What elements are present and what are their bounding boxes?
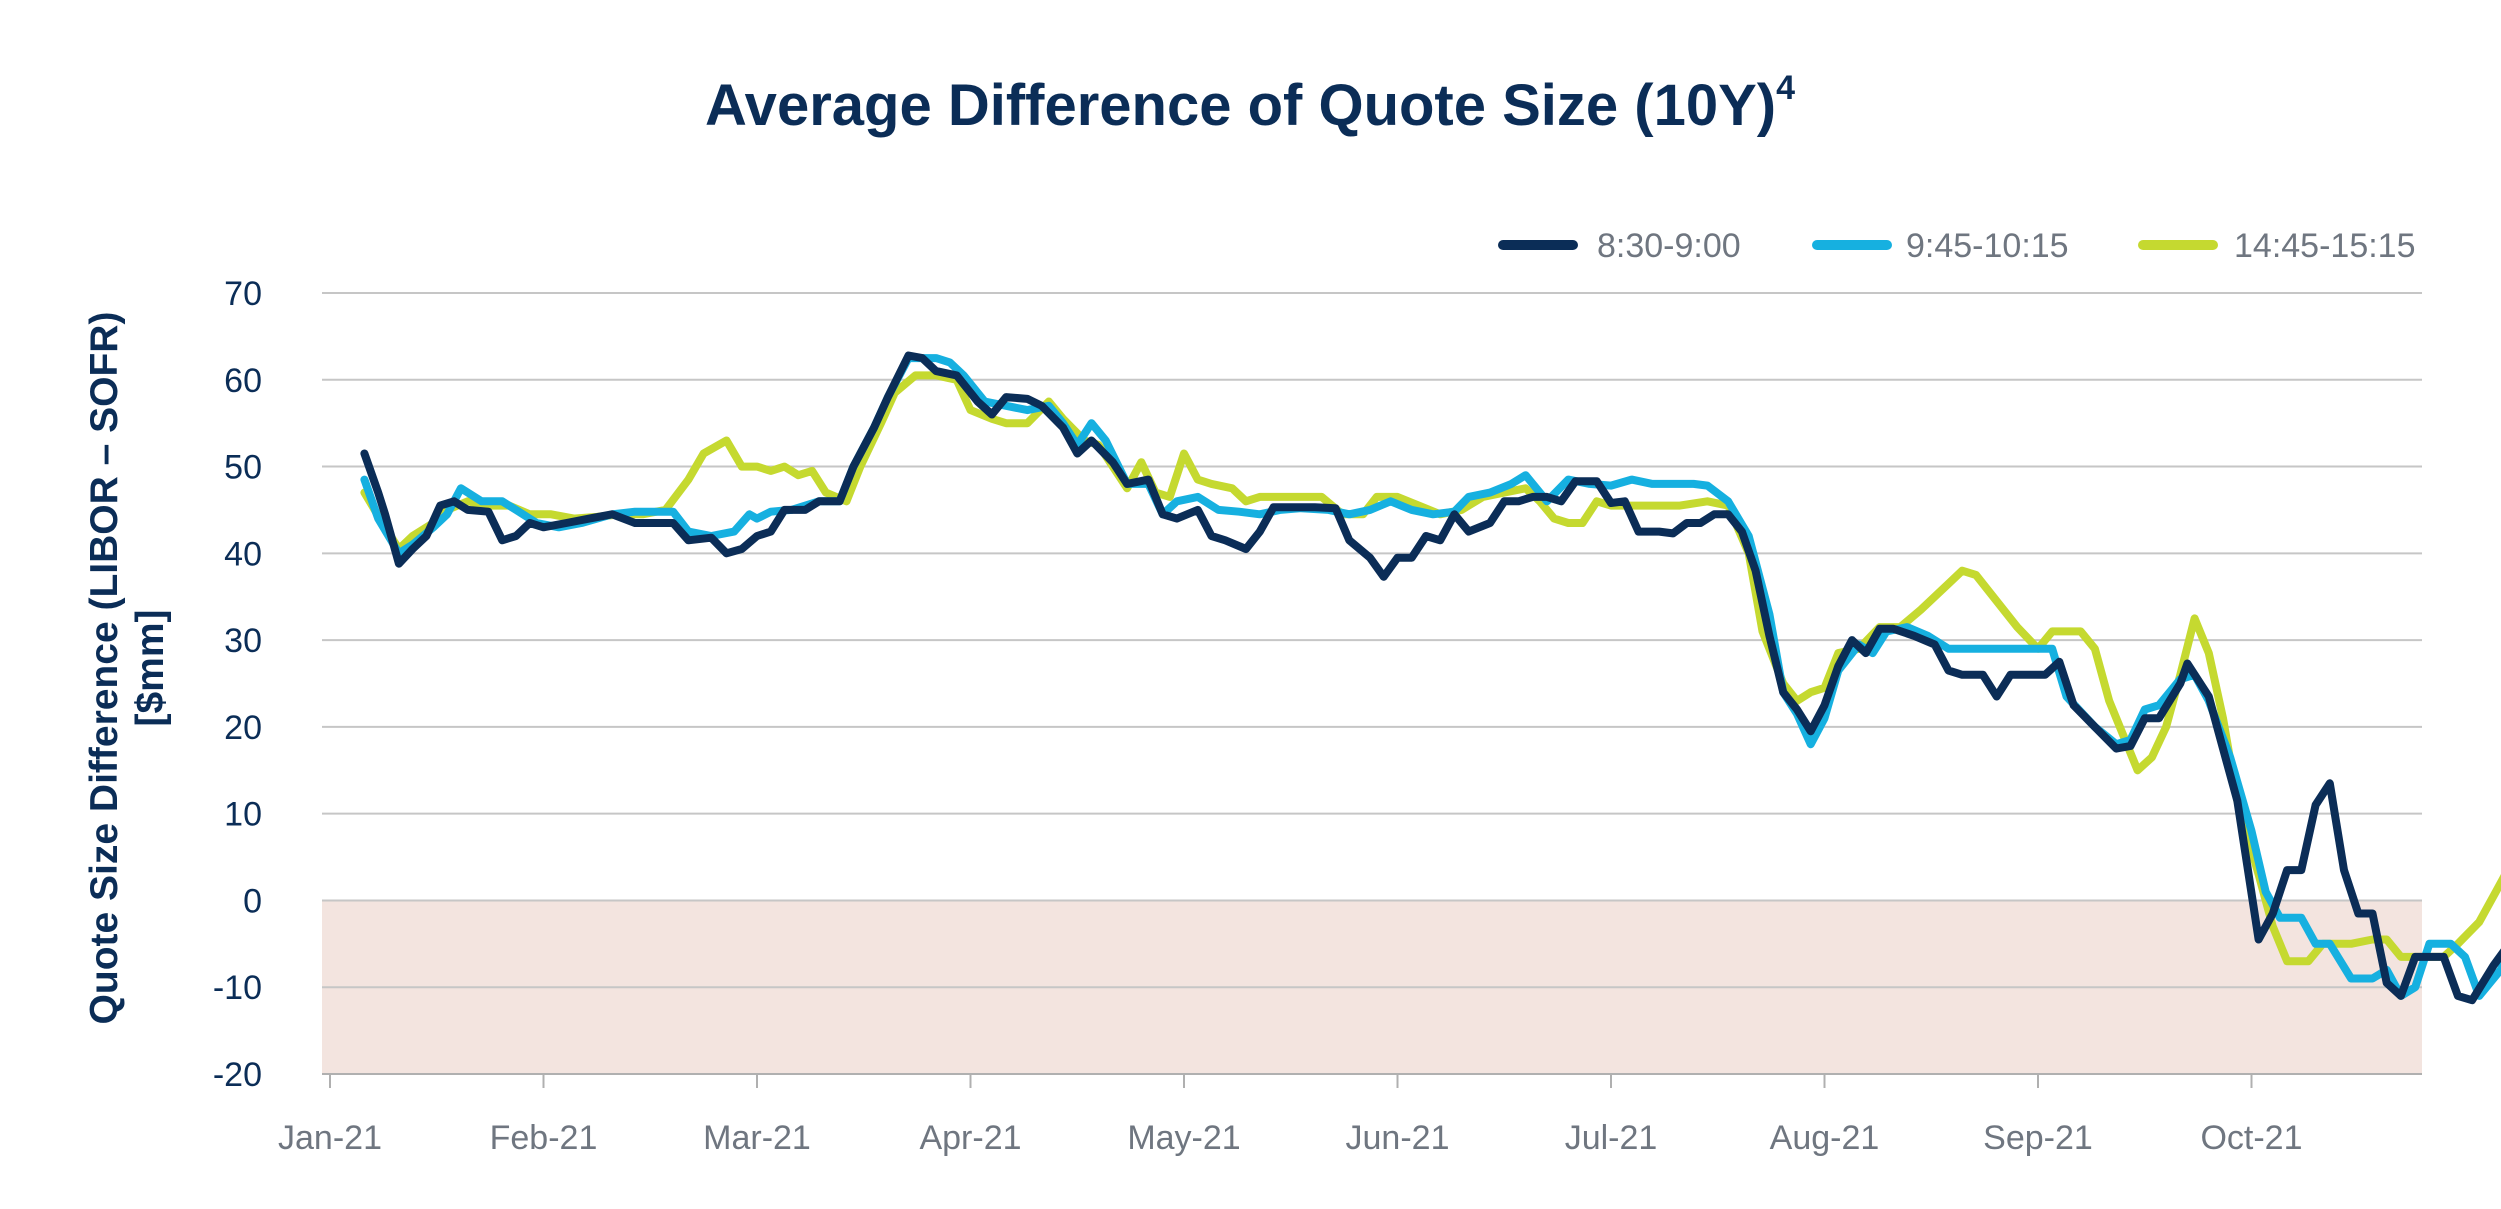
chart-title: Average Difference of Quote Size (10Y)4 — [705, 69, 1795, 138]
y-tick-label: 60 — [224, 362, 262, 400]
y-axis-title-line-1: Quote Size Difference (LIBOR – SOFR) — [83, 312, 126, 1025]
series-line-14-45-15-15 — [360, 371, 2501, 966]
y-tick-label: -10 — [213, 969, 262, 1007]
y-tick-label: 20 — [224, 709, 262, 747]
chart-title-superscript: 4 — [1776, 69, 1795, 107]
legend-label: 8:30-9:00 — [1597, 227, 1741, 265]
chart-title-text: Average Difference of Quote Size (10Y) — [705, 73, 1776, 138]
y-tick-label: 70 — [224, 275, 262, 313]
y-tick-label: 0 — [243, 882, 262, 920]
x-tick-label: Mar-21 — [703, 1119, 811, 1157]
y-axis-title: Quote Size Difference (LIBOR – SOFR) [$m… — [83, 312, 172, 1025]
x-tick-label: Aug-21 — [1770, 1119, 1880, 1157]
x-tick-label: Jul-21 — [1565, 1119, 1658, 1157]
y-tick-label: -20 — [213, 1056, 262, 1094]
y-tick-label: 50 — [224, 449, 262, 487]
y-tick-label: 10 — [224, 796, 262, 834]
x-tick-label: May-21 — [1127, 1119, 1240, 1157]
series-line-8-30-9-00 — [360, 351, 2501, 1005]
x-tick-label: Feb-21 — [490, 1119, 598, 1157]
x-tick-label: Oct-21 — [2200, 1119, 2302, 1157]
y-tick-label: 30 — [224, 622, 262, 660]
y-axis-title-line-2: [$mm] — [129, 609, 172, 726]
legend: 8:30-9:00 9:45-10:15 14:45-15:15 — [1498, 227, 2416, 265]
x-tick-label: Sep-21 — [1983, 1119, 2093, 1157]
y-tick-label: 40 — [224, 535, 262, 573]
x-tick-label: Jun-21 — [1346, 1119, 1450, 1157]
series-line-9-45-10-15 — [360, 354, 2501, 1000]
x-tick-label: Jan-21 — [278, 1119, 382, 1157]
legend-label: 14:45-15:15 — [2234, 227, 2416, 265]
x-tick-label: Apr-21 — [919, 1119, 1021, 1157]
legend-label: 9:45-10:15 — [1906, 227, 2069, 265]
plot-area: 70 60 50 40 30 20 10 0 -10 -20 Jan-21 Feb-21 Mar-21 A… — [213, 275, 2501, 1157]
